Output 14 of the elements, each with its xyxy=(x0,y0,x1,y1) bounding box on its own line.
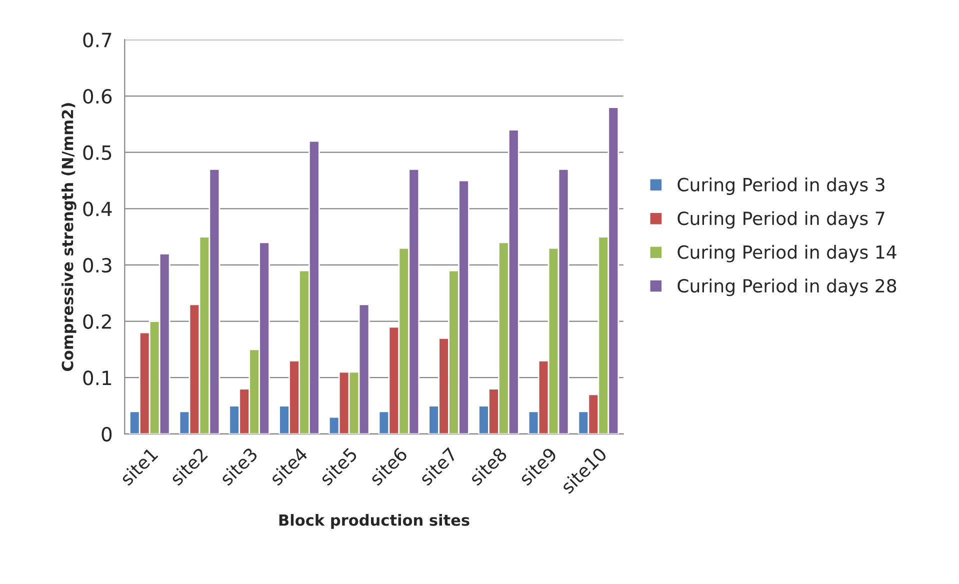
y-tick-label: 0.5 xyxy=(83,145,112,160)
y-tick-label: 0.3 xyxy=(83,258,112,273)
legend-label: Curing Period in days 7 xyxy=(678,211,884,229)
legend-label: Curing Period in days 3 xyxy=(678,177,884,195)
legend-label: Curing Period in days 28 xyxy=(678,278,896,296)
y-tick-label: 0.6 xyxy=(83,88,112,104)
x-axis-title: Block production sites xyxy=(279,514,470,529)
y-tick-label: 0.4 xyxy=(83,202,112,216)
y-tick-label: 0.1 xyxy=(83,370,112,386)
legend-label: Curing Period in days 14 xyxy=(678,244,896,262)
y-tick-label: 0 xyxy=(102,426,112,442)
y-tick-label: 0.7 xyxy=(83,32,112,48)
y-axis-title: Compressive strength (N/mm2) xyxy=(61,103,76,372)
y-tick-label: 0.2 xyxy=(83,314,111,329)
